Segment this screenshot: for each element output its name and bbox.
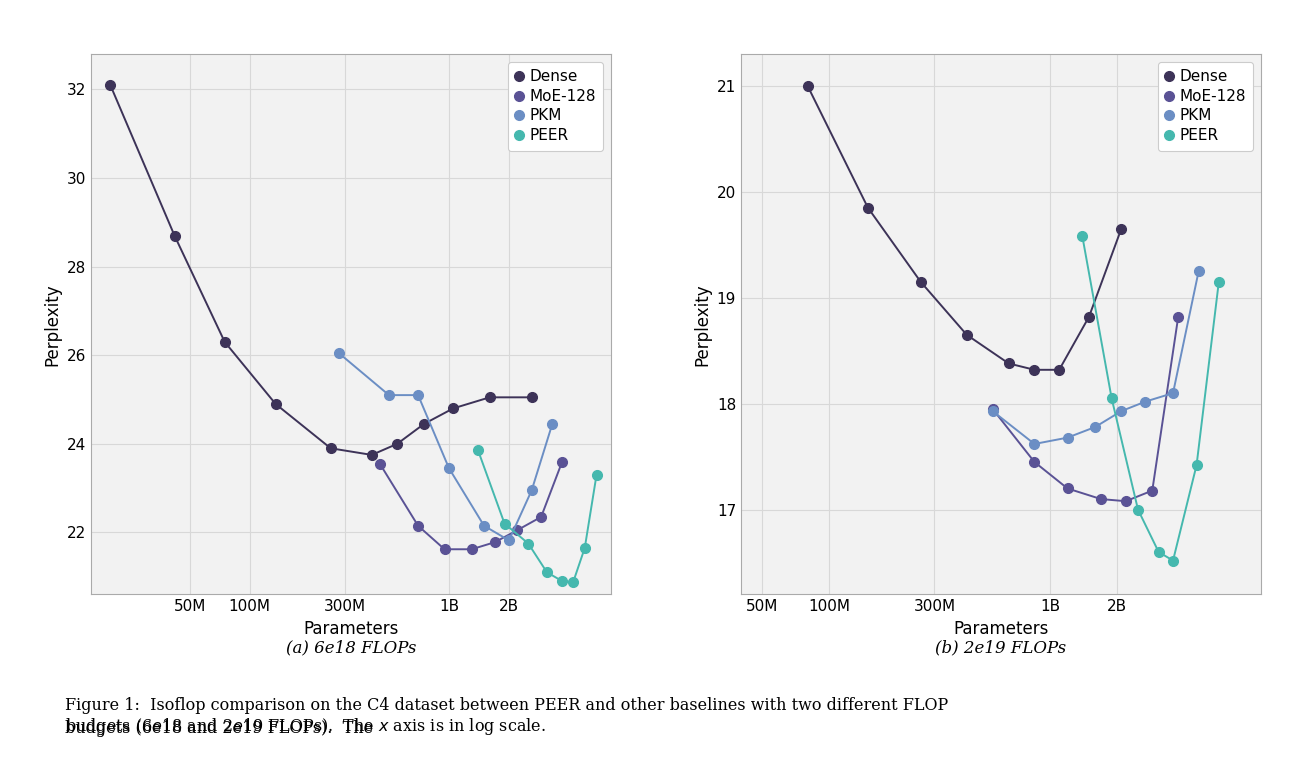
Line: Dense: Dense — [802, 81, 1126, 374]
Dense — [390, 439, 406, 449]
MoE-128 — [1144, 486, 1160, 495]
Text: (b) 2e19 FLOPs: (b) 2e19 FLOPs — [936, 639, 1066, 656]
PEER — [497, 519, 512, 528]
Line: PEER: PEER — [1078, 232, 1223, 565]
Dense — [482, 393, 498, 402]
PEER — [1212, 277, 1227, 286]
MoE-128 — [1170, 312, 1186, 321]
PEER — [566, 577, 581, 587]
MoE-128 — [554, 457, 569, 466]
PEER — [554, 577, 569, 586]
Text: budgets (6e18 and 2e19 FLOPs).  The: budgets (6e18 and 2e19 FLOPs). The — [65, 720, 378, 737]
PKM — [985, 407, 1001, 416]
Dense — [861, 203, 876, 212]
MoE-128 — [411, 521, 426, 530]
Y-axis label: Perplexity: Perplexity — [693, 283, 711, 366]
Dense — [959, 330, 975, 340]
PKM — [1060, 433, 1075, 442]
PEER — [589, 470, 604, 479]
MoE-128 — [1060, 484, 1075, 493]
PEER — [577, 543, 593, 553]
PEER — [1130, 505, 1145, 514]
PKM — [441, 463, 456, 472]
MoE-128 — [488, 537, 503, 547]
Line: PKM: PKM — [334, 348, 558, 545]
PEER — [1165, 556, 1180, 565]
Line: PEER: PEER — [473, 445, 602, 587]
Line: MoE-128: MoE-128 — [988, 312, 1183, 506]
Dense — [103, 80, 118, 90]
PKM — [411, 391, 426, 400]
PKM — [332, 348, 347, 357]
PKM — [545, 419, 560, 428]
X-axis label: Parameters: Parameters — [953, 620, 1049, 638]
Dense — [913, 277, 928, 286]
PEER — [540, 567, 555, 577]
PKM — [381, 391, 396, 400]
PKM — [1114, 407, 1130, 416]
PKM — [1191, 266, 1206, 276]
Text: Figure 1:  Isoflop comparison on the C4 dataset between PEER and other baselines: Figure 1: Isoflop comparison on the C4 d… — [65, 697, 948, 714]
PKM — [502, 536, 517, 545]
PEER — [520, 539, 536, 548]
Dense — [446, 404, 462, 413]
Dense — [524, 393, 539, 402]
MoE-128 — [437, 544, 452, 554]
Dense — [800, 81, 815, 90]
PKM — [1165, 388, 1180, 398]
Legend: Dense, MoE-128, PKM, PEER: Dense, MoE-128, PKM, PEER — [508, 62, 603, 151]
MoE-128 — [985, 405, 1001, 414]
PKM — [476, 521, 491, 530]
PEER — [1188, 461, 1204, 470]
Dense — [364, 450, 380, 459]
Dense — [217, 337, 233, 347]
MoE-128 — [510, 526, 525, 535]
PEER — [471, 446, 486, 455]
Dense — [1027, 365, 1043, 374]
PKM — [1087, 422, 1102, 432]
Line: Dense: Dense — [105, 80, 537, 460]
MoE-128 — [1093, 494, 1109, 503]
Dense — [1114, 224, 1130, 233]
PEER — [1150, 547, 1166, 557]
Text: budgets (6$e$18 and 2$e$19 FLOPs).  The $x$ axis is in log scale.: budgets (6$e$18 and 2$e$19 FLOPs). The $… — [65, 716, 546, 737]
MoE-128 — [1118, 496, 1134, 506]
Dense — [322, 444, 338, 453]
X-axis label: Parameters: Parameters — [303, 620, 399, 638]
PKM — [1138, 397, 1153, 406]
Dense — [1082, 312, 1097, 321]
Y-axis label: Perplexity: Perplexity — [43, 283, 61, 366]
PEER — [1104, 394, 1119, 403]
Dense — [1001, 359, 1017, 368]
MoE-128 — [372, 459, 387, 469]
MoE-128 — [1027, 457, 1043, 466]
MoE-128 — [533, 513, 549, 522]
Legend: Dense, MoE-128, PKM, PEER: Dense, MoE-128, PKM, PEER — [1158, 62, 1253, 151]
Dense — [268, 399, 283, 408]
PKM — [524, 486, 539, 495]
MoE-128 — [464, 544, 480, 554]
Line: PKM: PKM — [988, 266, 1204, 449]
PEER — [1075, 232, 1091, 241]
PKM — [1027, 439, 1043, 449]
Line: MoE-128: MoE-128 — [374, 457, 567, 554]
Text: (a) 6e18 FLOPs: (a) 6e18 FLOPs — [286, 639, 416, 656]
Dense — [1052, 365, 1067, 374]
Dense — [166, 231, 182, 240]
Dense — [416, 419, 432, 428]
